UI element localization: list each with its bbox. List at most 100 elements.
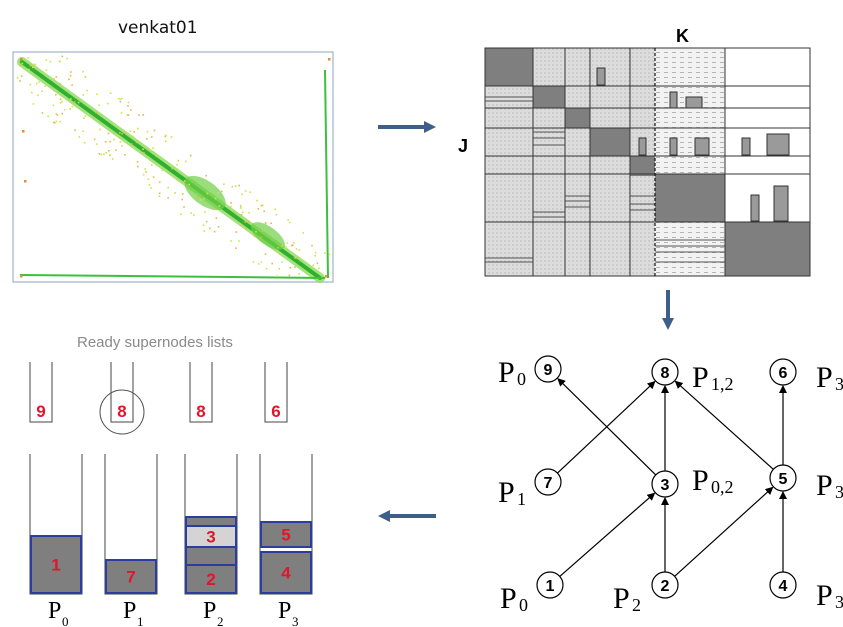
sparse-dot — [92, 117, 95, 119]
ready-list-tube — [110, 362, 134, 423]
sparse-dot — [241, 193, 243, 196]
sparse-dot — [202, 224, 205, 226]
sparse-dot — [238, 240, 240, 242]
task-graph-node — [651, 470, 679, 498]
sparse-dot — [127, 132, 129, 135]
queue-item-label: 2 — [206, 570, 215, 589]
sparse-dot — [147, 178, 150, 180]
sparse-dot — [20, 58, 23, 61]
sparse-dot — [167, 197, 169, 199]
queue-item-label: 4 — [281, 564, 291, 583]
sparse-dot — [138, 114, 140, 116]
task-graph-node-label: 8 — [661, 365, 670, 382]
sparse-dot — [295, 248, 298, 250]
sparse-dot — [271, 262, 273, 265]
sparse-dot — [241, 224, 243, 226]
sparse-dot — [249, 191, 252, 193]
sparse-dot — [150, 187, 152, 189]
task-graph-node — [534, 468, 562, 496]
sparse-dot — [203, 230, 206, 232]
sparse-matrix-scatter — [16, 55, 331, 278]
sparse-dot — [314, 251, 317, 254]
sparse-dot — [218, 205, 221, 207]
sparse-dot — [238, 184, 240, 187]
sparse-dot — [264, 222, 267, 224]
sparse-matrix — [12, 51, 334, 283]
sparse-dot — [183, 206, 185, 208]
ready-supernodes-lists: 9 8 8 6 — [29, 362, 288, 435]
sparse-dot — [260, 236, 262, 239]
sparse-dot — [136, 161, 139, 163]
sparse-dot — [153, 129, 156, 132]
sparse-dot — [261, 204, 264, 207]
sparse-dot — [55, 113, 58, 115]
sparse-dot — [116, 135, 119, 137]
sparse-dot — [230, 240, 232, 242]
sparse-dot — [324, 252, 326, 254]
task-graph-processor-label: P — [816, 469, 833, 502]
sparse-dot — [132, 135, 134, 138]
sparse-dot — [98, 153, 101, 155]
queue-processor-subscript: 0 — [62, 614, 69, 627]
sparse-dot — [242, 211, 244, 214]
sparse-dot — [277, 251, 279, 253]
sparse-dot — [127, 101, 130, 104]
queue-processor-subscript: 1 — [137, 614, 144, 627]
sparse-dot — [68, 78, 70, 81]
task-graph-processor-label: P — [692, 464, 709, 497]
sparse-dot — [239, 205, 242, 207]
task-graph-node — [534, 355, 562, 383]
sparse-dot — [38, 81, 40, 83]
sparse-dot — [20, 64, 22, 66]
sparse-dot — [100, 153, 102, 156]
sparse-dot — [20, 75, 23, 77]
sparse-dot — [264, 253, 267, 255]
queue-item-box — [185, 564, 237, 594]
sparse-dot — [318, 267, 320, 270]
sparse-dot — [311, 244, 313, 247]
sparse-dot — [256, 199, 258, 202]
sparse-dot — [188, 183, 191, 186]
task-graph-node — [536, 571, 564, 599]
sparse-dot — [28, 68, 30, 71]
sparse-dot — [142, 114, 145, 116]
block-matrix-col-label: K — [676, 26, 689, 46]
sparse-dot — [107, 132, 110, 135]
sparse-dot — [213, 230, 216, 233]
sparse-dot — [148, 150, 151, 152]
sparse-dot — [55, 76, 58, 78]
sparse-dot — [32, 66, 34, 69]
sparse-dot — [95, 111, 97, 114]
sparse-dot — [199, 199, 202, 201]
sparse-dot — [109, 140, 111, 143]
sparse-dot — [45, 59, 48, 61]
sparse-dot — [314, 254, 316, 257]
task-graph-processor-subscript: 0 — [517, 369, 526, 389]
sparse-dot — [142, 173, 145, 176]
sparse-dot — [27, 57, 29, 59]
sparse-dot — [108, 150, 110, 152]
sparse-dot — [165, 134, 167, 137]
ready-list-node: 8 — [196, 402, 205, 421]
task-graph-edge — [559, 492, 656, 577]
sparse-dot — [291, 244, 294, 246]
task-graph-edge — [557, 380, 656, 474]
sparse-dot — [240, 214, 243, 216]
ready-list-node: 9 — [36, 402, 45, 421]
sparse-dot — [59, 102, 62, 104]
task-graph-node — [769, 358, 797, 386]
queue-item-label: 5 — [281, 526, 290, 545]
sparse-dot — [223, 183, 225, 185]
sparse-dot — [126, 114, 129, 116]
sparse-dot — [70, 71, 72, 73]
sparse-dot — [328, 253, 331, 256]
sparse-dot — [59, 98, 62, 100]
queue-item-box — [185, 546, 237, 566]
sparse-dot — [294, 266, 296, 268]
sparse-dot — [66, 57, 68, 60]
sparse-dot — [86, 89, 88, 92]
task-graph-edge — [674, 486, 774, 577]
sparse-dot — [181, 193, 184, 195]
sparse-dot — [220, 190, 223, 193]
task-graph-node-label: 4 — [779, 578, 788, 595]
